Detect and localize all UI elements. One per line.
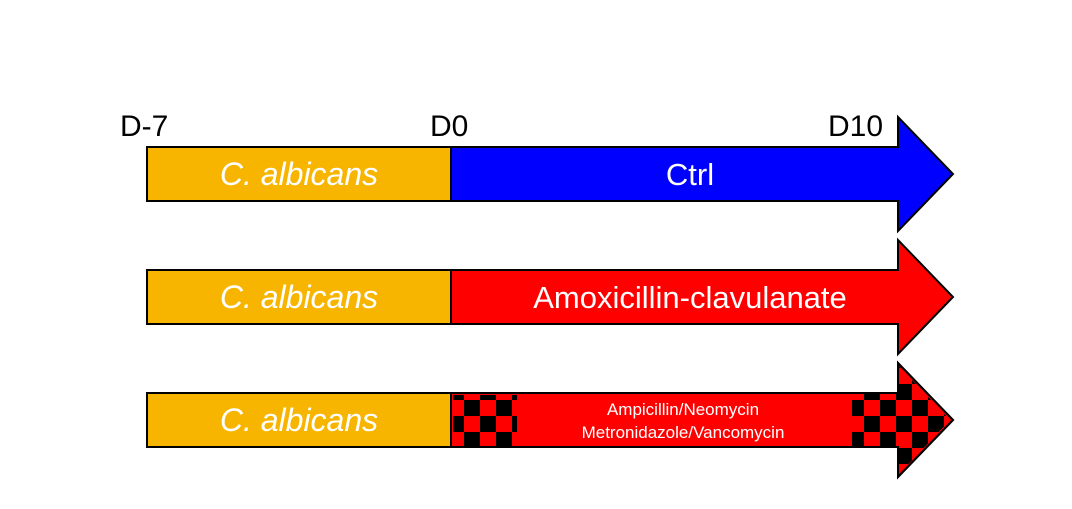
pretreatment-label: C. albicans [220, 402, 378, 438]
treatment-rows: C. albicans Ctrl C. albicans Amoxicillin-cl… [146, 114, 955, 480]
pretreatment-bar [146, 269, 452, 325]
tick-label-d0: D0 [430, 110, 468, 143]
tick-label-d10: D10 [828, 110, 883, 143]
pretreatment-label: C. albicans [220, 279, 378, 315]
timeline-ticks: D-7 D0 D10 [120, 110, 883, 143]
checker-block-left [453, 395, 517, 446]
pretreatment-label: C. albicans [220, 156, 378, 192]
treatment-row: C. albicans Ampicillin/Neomycin Metronidaz… [146, 360, 955, 480]
treatment-arrow [450, 114, 955, 234]
treatment-label: Amoxicillin-clavulanate [533, 280, 847, 315]
tick-label-d-7: D-7 [120, 110, 168, 143]
treatment-label: Metronidazole/Vancomycin [582, 423, 785, 442]
treatment-label: Ctrl [666, 157, 714, 192]
treatment-row: C. albicans Ctrl [146, 114, 955, 234]
pretreatment-bar [146, 146, 452, 202]
treatment-arrow-outline [450, 360, 955, 480]
pretreatment-bar [146, 392, 452, 448]
treatment-label: Ampicillin/Neomycin [607, 400, 759, 419]
treatment-arrow [450, 237, 955, 357]
treatment-row: C. albicans Amoxicillin-clavulanate [146, 237, 955, 357]
checker-block-right [852, 365, 950, 475]
